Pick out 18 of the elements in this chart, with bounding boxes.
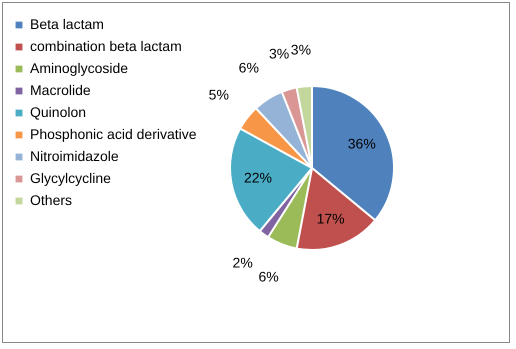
data-label: 5%: [208, 86, 229, 103]
data-label: 17%: [316, 210, 345, 227]
legend-label: Glycylcycline: [30, 170, 112, 186]
data-label: 6%: [258, 268, 279, 285]
legend-label: Phosphonic acid derivative: [30, 126, 197, 142]
legend-label: combination beta lactam: [30, 38, 182, 54]
legend-label: Nitroimidazole: [30, 148, 119, 164]
data-label: 3%: [268, 46, 290, 62]
legend-label: Quinolon: [30, 104, 86, 120]
data-label: 22%: [244, 169, 272, 186]
data-label: 2%: [232, 254, 253, 270]
legend-label: Beta lactam: [30, 16, 104, 32]
legend-label: Macrolide: [30, 82, 91, 98]
data-label: 3%: [290, 42, 312, 58]
data-label: 36%: [348, 136, 376, 152]
data-label: 6%: [238, 59, 259, 76]
legend-label: Aminoglycoside: [30, 60, 128, 76]
legend-label: Others: [30, 192, 72, 208]
